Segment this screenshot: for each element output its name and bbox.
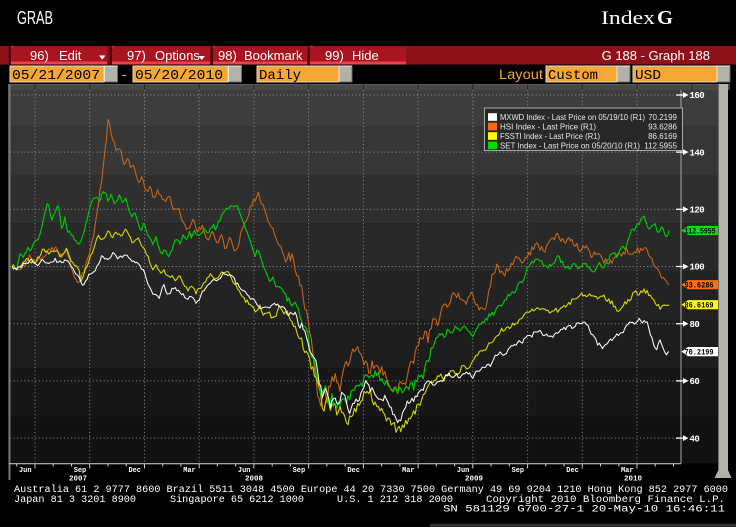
svg-text:96): 96) [30, 48, 49, 63]
svg-text:Custom: Custom [548, 68, 598, 84]
svg-text:GRAB: GRAB [17, 8, 53, 28]
svg-text:-: - [120, 68, 128, 84]
svg-text:70.2199: 70.2199 [648, 113, 677, 122]
svg-text:Mar: Mar [183, 467, 196, 475]
svg-text:Japan 81 3 3201 8900: Japan 81 3 3201 8900 [14, 495, 136, 506]
svg-text:Edit: Edit [59, 48, 82, 63]
svg-text:USD: USD [635, 68, 661, 84]
svg-text:93.6286: 93.6286 [648, 122, 677, 131]
svg-text:Sep: Sep [512, 467, 525, 475]
svg-text:2009: 2009 [465, 476, 484, 484]
svg-text:HSI Index - Last Price (R1): HSI Index - Last Price (R1) [500, 122, 596, 131]
svg-text:U.S. 1 212 318 2000: U.S. 1 212 318 2000 [337, 495, 453, 506]
svg-text:Index: Index [601, 8, 656, 29]
svg-text:Singapore 65 6212 1000: Singapore 65 6212 1000 [170, 494, 304, 506]
svg-text:FSSTI Index - Last Price (R1): FSSTI Index - Last Price (R1) [500, 132, 600, 141]
svg-text:Sep: Sep [74, 467, 87, 475]
svg-text:140: 140 [690, 148, 705, 158]
svg-text:Sep: Sep [293, 467, 306, 475]
svg-text:112.5955: 112.5955 [685, 228, 716, 237]
svg-text:Jun: Jun [457, 467, 470, 475]
svg-text:G: G [657, 7, 673, 29]
svg-text:SN 581129 G700-27-1 20-May-10: SN 581129 G700-27-1 20-May-10 16:46:11 [443, 505, 725, 516]
svg-text:93.6286: 93.6286 [685, 282, 714, 291]
svg-text:100: 100 [690, 263, 705, 273]
svg-text:86.6169: 86.6169 [648, 132, 677, 141]
svg-text:60: 60 [690, 377, 700, 387]
svg-text:Options: Options [155, 48, 200, 63]
svg-text:05/20/2010: 05/20/2010 [135, 68, 223, 84]
svg-text:Jun: Jun [19, 467, 32, 475]
svg-text:Layout: Layout [499, 67, 543, 82]
svg-text:Mar: Mar [621, 467, 634, 475]
svg-text:40: 40 [690, 434, 700, 444]
svg-text:70.2199: 70.2199 [685, 349, 714, 358]
svg-text:2007: 2007 [69, 476, 87, 484]
svg-text:99): 99) [325, 48, 344, 63]
svg-text:Jun: Jun [238, 467, 251, 475]
svg-text:97): 97) [127, 48, 146, 63]
svg-text:120: 120 [690, 206, 705, 216]
svg-text:05/21/2007: 05/21/2007 [12, 68, 100, 84]
svg-text:Copyright 2010 Bloomberg Finan: Copyright 2010 Bloomberg Finance L.P. [486, 494, 725, 506]
svg-text:Dec: Dec [347, 467, 360, 475]
svg-text:86.6169: 86.6169 [685, 302, 714, 311]
svg-text:G 188 - Graph 188: G 188 - Graph 188 [602, 48, 710, 63]
svg-text:Dec: Dec [566, 467, 579, 475]
svg-text:Bookmark: Bookmark [244, 48, 303, 63]
svg-text:Daily: Daily [259, 68, 301, 84]
svg-text:80: 80 [690, 320, 700, 330]
svg-text:160: 160 [690, 91, 705, 101]
svg-text:2010: 2010 [624, 476, 643, 484]
svg-text:Australia 61 2 9777 8600 Brazi: Australia 61 2 9777 8600 Brazil 5511 304… [14, 484, 728, 496]
svg-text:112.5955: 112.5955 [644, 141, 677, 150]
svg-text:98): 98) [218, 48, 237, 63]
svg-text:SET Index - Last Price on 05/2: SET Index - Last Price on 05/20/10 (R1) [500, 141, 640, 150]
svg-text:2008: 2008 [245, 476, 264, 484]
svg-text:Mar: Mar [402, 467, 415, 475]
svg-text:MXWD Index - Last Price on 05/: MXWD Index - Last Price on 05/19/10 (R1) [500, 113, 645, 122]
svg-text:Dec: Dec [128, 467, 141, 475]
svg-text:Hide: Hide [352, 48, 379, 63]
